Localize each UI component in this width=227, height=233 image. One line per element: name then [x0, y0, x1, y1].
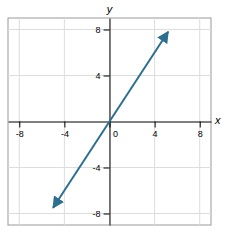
x-tick: 0 — [110, 122, 118, 139]
x-tick-label: 4 — [153, 129, 158, 139]
x-tick-label: 8 — [198, 129, 203, 139]
x-tick-mark — [200, 122, 201, 128]
y-tick-label: -8 — [92, 209, 100, 219]
x-tick-label: -4 — [61, 129, 69, 139]
y-tick-label: 4 — [95, 71, 100, 81]
y-tick: -4 — [92, 163, 109, 173]
x-tick-mark — [64, 122, 65, 128]
x-tick: 8 — [198, 122, 203, 139]
y-tick-mark — [104, 76, 110, 77]
y-tick-mark — [104, 214, 110, 215]
y-tick: 4 — [95, 71, 109, 81]
x-tick: 4 — [153, 122, 158, 139]
plot-frame — [8, 18, 211, 225]
x-tick-mark — [155, 122, 156, 128]
chart: -8 -4 0 4 8 -8 -4 4 8 x y — [0, 0, 227, 233]
x-axis-label: x — [214, 114, 221, 126]
y-axis: -8 -4 4 8 — [92, 19, 110, 226]
x-tick-label: 0 — [113, 129, 118, 139]
grid — [8, 18, 211, 225]
y-axis-label: y — [106, 3, 114, 15]
y-tick-label: -4 — [92, 163, 100, 173]
x-tick: -4 — [61, 122, 69, 139]
data-line — [53, 32, 168, 208]
y-tick-mark — [104, 30, 110, 31]
x-tick-mark — [19, 122, 20, 128]
y-tick-label: 8 — [95, 25, 100, 35]
y-tick-mark — [104, 168, 110, 169]
x-tick: -8 — [16, 122, 24, 139]
x-tick-label: -8 — [16, 129, 24, 139]
plot-area — [53, 32, 168, 208]
y-tick: 8 — [95, 25, 109, 35]
y-tick: -8 — [92, 209, 109, 219]
